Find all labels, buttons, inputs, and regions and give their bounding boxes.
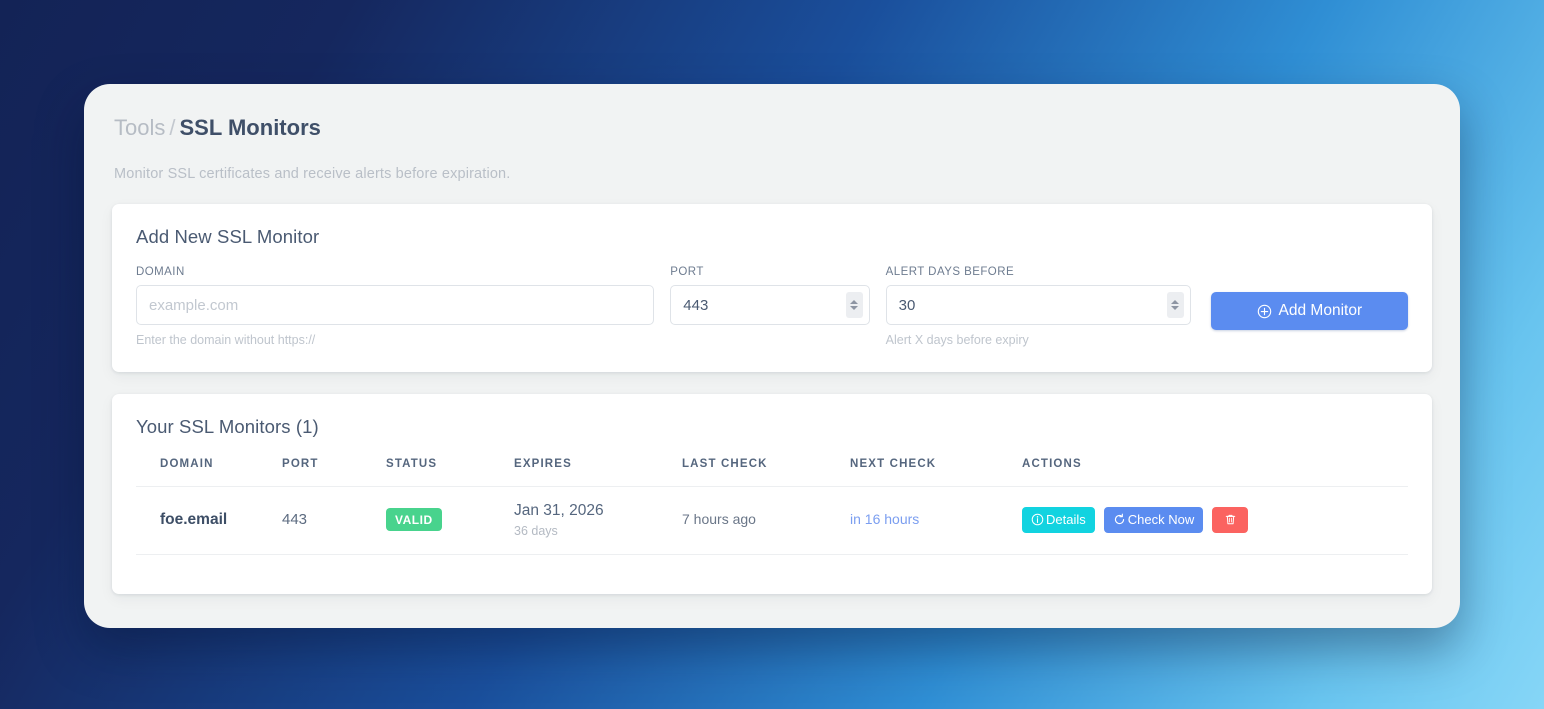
monitors-title: Your SSL Monitors (1) (136, 416, 319, 437)
table-row: foe.email 443 VALID Jan 31, 2026 36 days… (136, 486, 1408, 555)
page-subtitle: Monitor SSL certificates and receive ale… (114, 166, 511, 182)
row-actions: Details Check Now (1022, 506, 1408, 533)
add-monitor-card: Add New SSL Monitor DOMAIN Enter the dom… (112, 204, 1432, 372)
domain-input-wrap (136, 285, 655, 325)
refresh-icon (1113, 513, 1126, 526)
monitor-domain: foe.email (160, 510, 228, 528)
port-label: PORT (670, 266, 704, 278)
domain-label: DOMAIN (136, 266, 185, 278)
port-input[interactable] (670, 285, 870, 325)
alert-days-hint: Alert X days before expiry (885, 333, 1029, 347)
chevron-down-icon[interactable] (850, 306, 859, 310)
column-header-next-check: NEXT CHECK (850, 458, 1022, 487)
expires-days-remaining: 36 days (514, 524, 558, 538)
column-header-actions: ACTIONS (1022, 458, 1408, 487)
alert-days-field-group: ALERT DAYS BEFORE Alert X days before ex… (885, 266, 1191, 347)
cell-domain: foe.email (136, 486, 282, 555)
cell-status: VALID (386, 486, 514, 555)
alert-days-input-wrap (885, 285, 1191, 325)
monitor-port: 443 (282, 510, 308, 528)
alert-days-stepper[interactable] (1166, 292, 1184, 318)
expires-date: Jan 31, 2026 (514, 502, 604, 519)
cell-last-check: 7 hours ago (682, 486, 850, 555)
cell-next-check: in 16 hours (850, 486, 1022, 555)
domain-hint: Enter the domain without https:// (136, 333, 316, 347)
plus-circle-icon (1257, 304, 1272, 319)
breadcrumb-root[interactable]: Tools (114, 115, 166, 140)
details-button[interactable]: Details (1022, 506, 1095, 533)
add-monitor-form: DOMAIN Enter the domain without https://… (136, 266, 1408, 347)
column-header-expires: EXPIRES (514, 458, 682, 487)
info-circle-icon (1031, 513, 1044, 526)
trash-icon (1224, 513, 1237, 526)
breadcrumb-separator: / (169, 115, 176, 140)
breadcrumb: Tools / SSL Monitors (112, 114, 1432, 142)
column-header-domain: DOMAIN (136, 458, 282, 487)
monitors-table: DOMAIN PORT STATUS EXPIRES LAST CHECK NE… (136, 458, 1408, 555)
chevron-down-icon[interactable] (1171, 306, 1180, 310)
column-header-status: STATUS (386, 458, 514, 487)
port-input-wrap (670, 285, 870, 325)
chevron-up-icon[interactable] (1171, 300, 1180, 304)
add-monitor-title: Add New SSL Monitor (136, 226, 320, 247)
add-monitor-button[interactable]: Add Monitor (1210, 292, 1408, 330)
monitors-card: Your SSL Monitors (1) DOMAIN PORT STATUS… (112, 394, 1432, 594)
column-header-port: PORT (282, 458, 386, 487)
delete-button[interactable] (1212, 506, 1249, 533)
check-now-button[interactable]: Check Now (1103, 506, 1204, 533)
column-header-last-check: LAST CHECK (682, 458, 850, 487)
check-now-button-label: Check Now (1127, 512, 1195, 527)
add-monitor-button-label: Add Monitor (1278, 302, 1363, 319)
port-field-group: PORT (670, 266, 870, 325)
cell-expires: Jan 31, 2026 36 days (514, 486, 682, 555)
alert-days-input[interactable] (885, 285, 1191, 325)
port-stepper[interactable] (845, 292, 863, 318)
table-header-row: DOMAIN PORT STATUS EXPIRES LAST CHECK NE… (136, 458, 1408, 487)
alert-days-label: ALERT DAYS BEFORE (885, 266, 1015, 278)
last-check-value: 7 hours ago (682, 510, 756, 527)
status-badge: VALID (386, 508, 442, 531)
details-button-label: Details (1046, 512, 1086, 527)
domain-input[interactable] (136, 285, 655, 325)
domain-field-group: DOMAIN Enter the domain without https:// (136, 266, 655, 347)
chevron-up-icon[interactable] (850, 300, 859, 304)
cell-actions: Details Check Now (1022, 486, 1408, 555)
app-shell: Tools / SSL Monitors Monitor SSL certifica… (84, 84, 1460, 628)
page-title: SSL Monitors (179, 115, 321, 140)
cell-port: 443 (282, 486, 386, 555)
next-check-value: in 16 hours (850, 510, 920, 527)
